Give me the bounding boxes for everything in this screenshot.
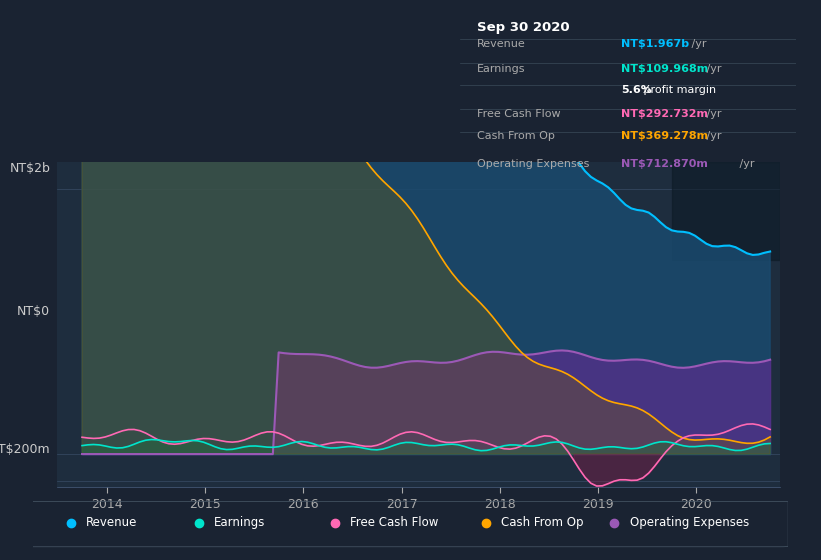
Text: NT$109.968m: NT$109.968m bbox=[621, 64, 709, 74]
Text: Revenue: Revenue bbox=[85, 516, 137, 529]
Text: /yr: /yr bbox=[703, 109, 722, 119]
Text: NT$292.732m: NT$292.732m bbox=[621, 109, 709, 119]
Text: Cash From Op: Cash From Op bbox=[477, 131, 554, 141]
Text: Free Cash Flow: Free Cash Flow bbox=[350, 516, 438, 529]
Text: /yr: /yr bbox=[736, 160, 754, 169]
Text: Sep 30 2020: Sep 30 2020 bbox=[477, 21, 569, 34]
Text: profit margin: profit margin bbox=[640, 85, 716, 95]
Text: -NT$200m: -NT$200m bbox=[0, 444, 50, 456]
Text: /yr: /yr bbox=[688, 39, 707, 49]
Text: Cash From Op: Cash From Op bbox=[501, 516, 584, 529]
Text: Operating Expenses: Operating Expenses bbox=[630, 516, 749, 529]
Text: NT$0: NT$0 bbox=[17, 305, 50, 318]
Text: Free Cash Flow: Free Cash Flow bbox=[477, 109, 560, 119]
Text: Revenue: Revenue bbox=[477, 39, 525, 49]
Text: NT$2b: NT$2b bbox=[9, 162, 50, 175]
Text: Earnings: Earnings bbox=[214, 516, 265, 529]
Bar bbox=[672, 162, 780, 260]
Text: 5.6%: 5.6% bbox=[621, 85, 652, 95]
Text: /yr: /yr bbox=[703, 131, 722, 141]
Text: NT$369.278m: NT$369.278m bbox=[621, 131, 709, 141]
Text: Earnings: Earnings bbox=[477, 64, 525, 74]
Text: Operating Expenses: Operating Expenses bbox=[477, 160, 589, 169]
Text: NT$712.870m: NT$712.870m bbox=[621, 160, 709, 169]
Text: NT$1.967b: NT$1.967b bbox=[621, 39, 690, 49]
Text: /yr: /yr bbox=[703, 64, 722, 74]
